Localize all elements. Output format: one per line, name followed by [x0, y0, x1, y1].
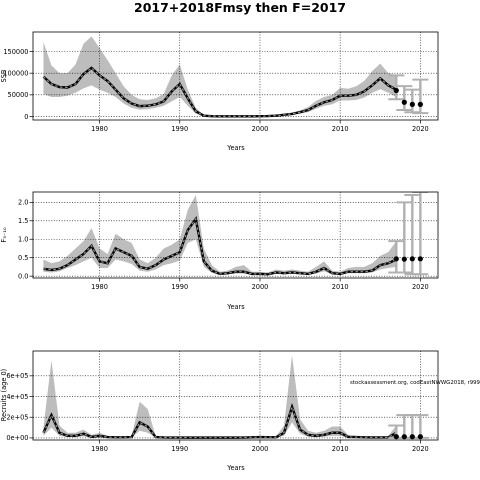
forecast-point-2020 — [417, 101, 423, 107]
y-tick-label: 0 — [24, 113, 28, 121]
y-tick-label: 0.5 — [18, 254, 29, 262]
x-tick-label: 2020 — [412, 125, 429, 133]
forecast-point-2019 — [409, 256, 415, 262]
x-tick-label: 1980 — [91, 283, 108, 291]
forecast-point-2017 — [393, 434, 399, 440]
x-tick-label: 2000 — [252, 283, 269, 291]
plot-frame — [32, 350, 439, 441]
x-tick-label: 2000 — [252, 445, 269, 453]
x-tick-label: 1990 — [171, 283, 188, 291]
confidence-band — [43, 194, 397, 276]
y-tick-label: 1.5 — [18, 217, 29, 225]
y-tick-label: 0.0 — [18, 272, 29, 280]
x-tick-label: 1990 — [171, 445, 188, 453]
y-tick-label: 2.0 — [18, 199, 29, 207]
x-tick-label: 2020 — [412, 283, 429, 291]
x-tick-label: 2020 — [412, 445, 429, 453]
x-tick-label: 1980 — [91, 125, 108, 133]
y-axis-label: F₃₋₁₀ — [0, 227, 8, 243]
forecast-point-2019 — [409, 434, 415, 440]
plot-area — [33, 351, 438, 440]
panel-ssb: 1980 1990 2000 2010 2020 0 50000 100000 150000 Ye… — [0, 31, 439, 152]
y-tick-label: 100000 — [3, 69, 28, 77]
median-line-dash — [43, 217, 397, 275]
plot-area — [33, 32, 438, 120]
y-axis-label: SSB — [0, 69, 8, 82]
x-axis-label: Years — [226, 303, 245, 311]
plot-frame — [32, 31, 439, 121]
y-tick-label: 50000 — [8, 91, 29, 99]
x-tick-label: 2000 — [252, 125, 269, 133]
forecast-point-2019 — [409, 101, 415, 107]
chart-panels: 1980 1990 2000 2010 2020 0 50000 100000 150000 Ye… — [0, 31, 480, 472]
y-tick-label: 6e+05 — [6, 372, 28, 380]
x-tick-label: 2010 — [332, 283, 349, 291]
x-axis-label: Years — [226, 144, 245, 152]
median-line-dash — [43, 67, 397, 117]
page-title: 2017+2018Fmsy then F=2017 — [134, 0, 346, 15]
x-tick-label: 1990 — [171, 125, 188, 133]
x-tick-label: 1980 — [91, 445, 108, 453]
y-tick-label: 4e+05 — [6, 393, 28, 401]
forecast-point-2017 — [393, 256, 399, 262]
forecast-point-2018 — [401, 256, 407, 262]
x-tick-label: 2010 — [332, 445, 349, 453]
forecast-point-2018 — [401, 99, 407, 105]
median-line-dash — [42, 405, 397, 439]
forecast-point-2017 — [393, 87, 399, 94]
confidence-band — [43, 36, 397, 117]
source-annotation: stockassessment.org, codEastNWWG2018, r9… — [350, 380, 480, 386]
y-tick-label: 2e+05 — [6, 414, 28, 422]
forecast-point-2020 — [417, 256, 423, 262]
plot-area — [33, 192, 438, 278]
panel-f: 1980 1990 2000 2010 2020 0.0 0.5 1.0 1.5 2.0 Years… — [0, 191, 439, 311]
panel-recruits: 1980 1990 2000 2010 2020 0e+00 2e+05 4e+05 6e+05… — [0, 350, 480, 472]
forecast-point-2020 — [417, 434, 423, 440]
y-tick-label: 150000 — [3, 48, 28, 56]
x-tick-label: 2010 — [332, 125, 349, 133]
y-axis-label: Recruits (age 0) — [0, 369, 8, 422]
y-tick-label: 0e+00 — [6, 434, 28, 442]
x-axis-label: Years — [226, 464, 245, 472]
plot-frame — [32, 191, 439, 279]
forecast-point-2018 — [401, 434, 407, 440]
y-tick-label: 1.0 — [18, 236, 29, 244]
